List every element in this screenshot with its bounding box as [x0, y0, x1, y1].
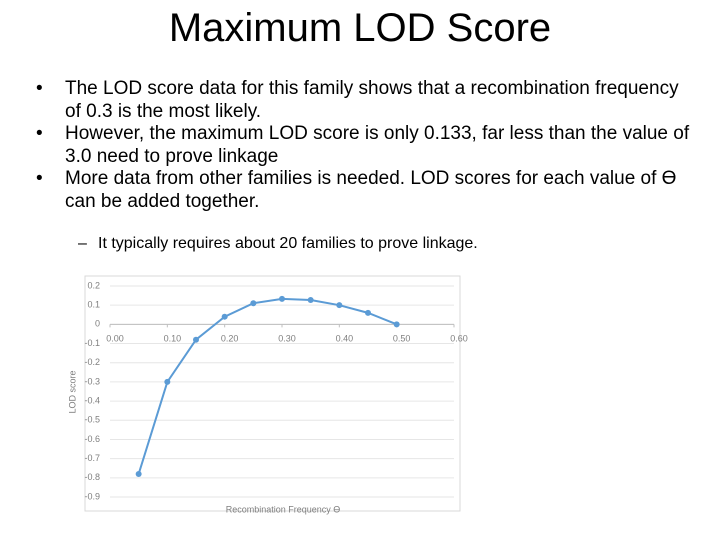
data-point: [221, 313, 228, 320]
x-tick-label: 0.60: [450, 334, 468, 344]
chart-border: [84, 275, 461, 512]
y-tick-label: -0.9: [84, 491, 100, 501]
series-line: [137, 297, 398, 475]
y-tick-label: 0: [95, 319, 100, 329]
y-tick-label: -0.6: [84, 434, 100, 444]
slide-title: Maximum LOD Score: [168, 6, 552, 50]
x-tick-label: 0.20: [221, 334, 239, 344]
bullet-list: The LOD score data for this family shows…: [30, 78, 690, 213]
data-point: [336, 302, 343, 309]
data-point: [135, 470, 142, 477]
x-tick-label: 0.50: [393, 334, 411, 344]
y-tick-label: -0.8: [84, 472, 100, 482]
y-tick-label: -0.2: [84, 357, 100, 367]
x-axis-title: Recombination Frequency Ɵ: [226, 504, 341, 514]
y-tick-label: -0.1: [84, 338, 100, 348]
x-tick-label: 0.40: [336, 334, 354, 344]
data-point: [250, 300, 257, 307]
bullet: The LOD score data for this family shows…: [30, 78, 690, 123]
bullet: However, the maximum LOD score is only 0…: [30, 123, 690, 168]
data-point: [365, 309, 371, 316]
bullet: More data from other families is needed.…: [30, 168, 690, 213]
y-tick-label: -0.4: [84, 395, 100, 405]
data-point: [307, 297, 314, 304]
x-tick-label: 0.30: [278, 334, 296, 344]
y-tick-label: -0.3: [84, 376, 100, 386]
y-tick-label: -0.7: [84, 453, 100, 463]
x-tick-label: 0.00: [106, 334, 124, 344]
y-tick-label: 0.2: [87, 280, 100, 290]
data-point: [279, 295, 285, 302]
sub-bullet: It typically requires about 20 families …: [78, 235, 478, 253]
y-axis-title: LOD score: [67, 370, 77, 413]
data-point: [393, 321, 400, 328]
sub-bullet-text: It typically requires about 20 families …: [98, 235, 478, 252]
data-point: [193, 336, 199, 343]
data-point: [164, 378, 171, 385]
x-tick-label: 0.10: [164, 334, 182, 344]
y-tick-label: -0.5: [84, 415, 100, 425]
y-tick-label: 0.1: [87, 300, 100, 310]
chart: LOD score Recombination Frequency Ɵ 0.20…: [67, 275, 468, 514]
